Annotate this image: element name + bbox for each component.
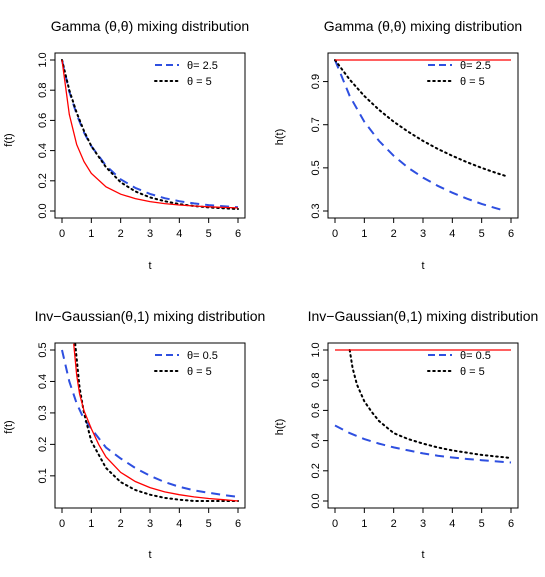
y-tick-label: 0.2 [37, 173, 49, 188]
legend-label: θ= 0.5 [187, 350, 218, 362]
chart-title: Inv−Gaussian(θ,1) mixing distribution [308, 308, 539, 324]
x-tick-label: 6 [508, 518, 514, 530]
series-line-reference [61, 59, 239, 209]
y-tick-label: 0.8 [37, 83, 49, 98]
x-tick-label: 4 [176, 518, 182, 530]
y-tick-label: 0.5 [37, 342, 49, 357]
y-axis-label: h(t) [274, 129, 286, 146]
legend-label: θ= 2.5 [460, 60, 491, 72]
x-tick-label: 1 [88, 228, 94, 240]
x-axis-label: t [148, 260, 151, 272]
x-tick-label: 1 [361, 228, 367, 240]
x-tick-label: 2 [118, 228, 124, 240]
chart-title: Gamma (θ,θ) mixing distribution [324, 18, 522, 34]
series-line-dotted [334, 59, 507, 177]
plot-frame [327, 52, 519, 219]
y-tick-label: 0.1 [37, 468, 49, 483]
y-tick-label: 0.8 [310, 373, 322, 388]
y-tick-label: 0.3 [37, 405, 49, 420]
y-tick-label: 0.9 [310, 74, 322, 89]
x-tick-label: 6 [508, 228, 514, 240]
y-tick-label: 0.2 [37, 437, 49, 452]
gamma-hazard-panel: Gamma (θ,θ) mixing distribution h(t) t 0… [274, 18, 522, 272]
y-tick-label: 1.0 [310, 342, 322, 357]
x-tick-label: 2 [118, 518, 124, 530]
y-tick-label: 0.4 [37, 143, 49, 158]
y-axis-label: h(t) [274, 419, 286, 436]
x-tick-label: 3 [420, 228, 426, 240]
inv-gaussian-density-panel: Inv−Gaussian(θ,1) mixing distribution f(… [3, 308, 265, 561]
x-tick-label: 0 [59, 518, 65, 530]
legend-label: θ = 5 [187, 366, 212, 378]
plot-frame [327, 342, 519, 509]
x-axis-label: t [148, 549, 151, 561]
x-tick-label: 0 [332, 228, 338, 240]
x-tick-label: 5 [206, 518, 212, 530]
legend-label: θ = 5 [460, 76, 485, 88]
y-tick-label: 1.0 [37, 52, 49, 67]
chart-title: Gamma (θ,θ) mixing distribution [51, 18, 249, 34]
y-axis-label: f(t) [3, 133, 15, 146]
series-line-dotted [74, 343, 239, 502]
series-line-reference [73, 343, 239, 502]
y-tick-label: 0.5 [310, 160, 322, 175]
y-tick-label: 0.4 [310, 433, 322, 448]
gamma-density-panel: Gamma (θ,θ) mixing distribution f(t) t 0… [3, 18, 249, 272]
x-tick-label: 1 [88, 518, 94, 530]
x-axis-label: t [421, 260, 424, 272]
y-tick-label: 0.4 [37, 374, 49, 389]
x-tick-label: 1 [361, 518, 367, 530]
x-tick-label: 6 [235, 518, 241, 530]
x-tick-label: 4 [449, 518, 455, 530]
x-tick-label: 3 [420, 518, 426, 530]
x-tick-label: 4 [449, 228, 455, 240]
inv-gaussian-hazard-panel: Inv−Gaussian(θ,1) mixing distribution h(… [274, 308, 538, 561]
y-tick-label: 0.6 [37, 113, 49, 128]
plot-frame [54, 342, 246, 509]
x-tick-label: 3 [147, 518, 153, 530]
y-tick-label: 0.0 [310, 493, 322, 508]
legend-label: θ= 0.5 [460, 350, 491, 362]
x-tick-label: 2 [391, 518, 397, 530]
y-axis-label: f(t) [3, 420, 15, 433]
x-tick-label: 5 [479, 518, 485, 530]
x-tick-label: 3 [147, 228, 153, 240]
legend-label: θ = 5 [460, 366, 485, 378]
x-tick-label: 6 [235, 228, 241, 240]
chart-title: Inv−Gaussian(θ,1) mixing distribution [35, 308, 266, 324]
legend-label: θ = 5 [187, 76, 212, 88]
y-tick-label: 0.2 [310, 463, 322, 478]
x-tick-label: 5 [479, 228, 485, 240]
legend-label: θ= 2.5 [187, 60, 218, 72]
series-line-dashed [334, 59, 506, 212]
y-tick-label: 0.3 [310, 203, 322, 218]
x-tick-label: 0 [59, 228, 65, 240]
series-line-dashed [61, 349, 239, 498]
y-tick-label: 0.7 [310, 117, 322, 132]
series-line-dotted [348, 349, 512, 459]
x-axis-label: t [421, 549, 424, 561]
series-line-dashed [334, 424, 512, 464]
y-tick-label: 0.6 [310, 403, 322, 418]
y-tick-label: 0.0 [37, 203, 49, 218]
x-tick-label: 2 [391, 228, 397, 240]
x-tick-label: 5 [206, 228, 212, 240]
x-tick-label: 4 [176, 228, 182, 240]
x-tick-label: 0 [332, 518, 338, 530]
